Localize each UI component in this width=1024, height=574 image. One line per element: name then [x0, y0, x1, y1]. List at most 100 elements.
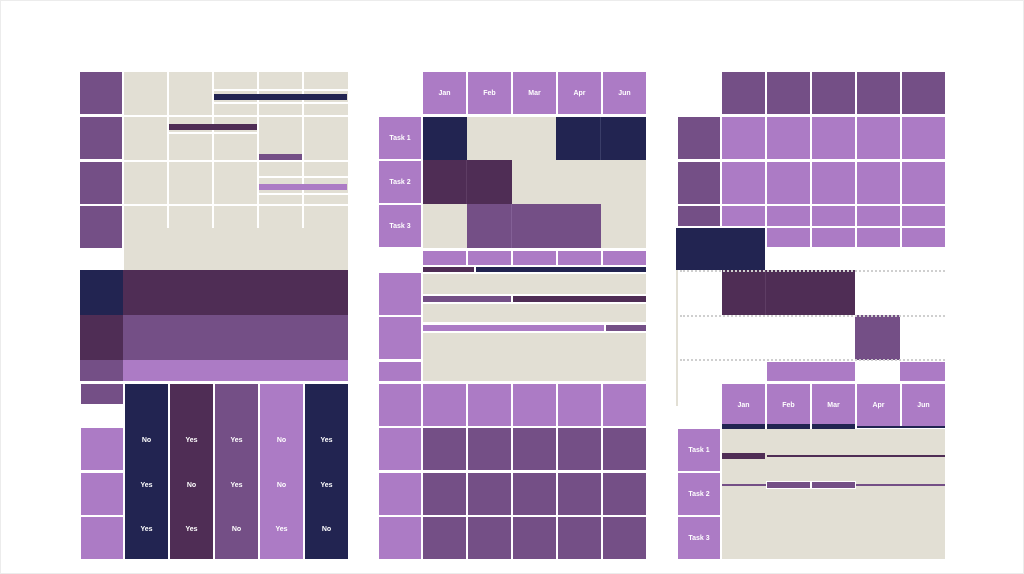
grid-line [124, 204, 348, 206]
matrix-row-header [379, 428, 421, 470]
grid-line [600, 117, 601, 160]
matrix-header-cell [812, 72, 855, 114]
yes-no-column [125, 384, 168, 559]
grid-line [511, 204, 512, 248]
matrix-header-cell [722, 72, 765, 114]
task-label-3: Task 3 [678, 517, 720, 559]
matrix-cell [902, 162, 945, 204]
row-label [379, 362, 421, 381]
gantt-bar [606, 325, 646, 331]
matrix-cell [812, 117, 855, 159]
matrix-cell [468, 384, 511, 426]
month-header-jan: Jan [722, 384, 765, 426]
gantt-bar [722, 453, 765, 459]
matrix-cell [468, 517, 511, 559]
yes-no-cell: No [186, 481, 197, 489]
row-label [379, 317, 421, 359]
yes-no-column [305, 384, 348, 559]
matrix-cell [513, 428, 556, 470]
gantt-step [855, 315, 900, 360]
yes-no-cell: Yes [140, 481, 153, 489]
matrix-cell [603, 428, 646, 470]
matrix-cell [812, 162, 855, 204]
matrix-row-header [678, 206, 720, 226]
matrix-cell [812, 228, 855, 247]
matrix-row-header [379, 384, 421, 426]
gantt-bar [811, 481, 856, 489]
yes-no-column [260, 384, 303, 559]
matrix-cell [513, 473, 556, 515]
dotted-guide [680, 270, 945, 272]
matrix-cell [767, 117, 810, 159]
matrix-cell [423, 384, 466, 426]
matrix-cell [513, 384, 556, 426]
gantt-line [857, 426, 945, 428]
matrix-cell [722, 162, 765, 204]
matrix-cell [558, 517, 601, 559]
task-area [722, 429, 945, 559]
yes-no-cell: No [276, 481, 287, 489]
gantt-step [676, 228, 765, 270]
gantt-bar [812, 424, 855, 429]
timeline-row [423, 274, 646, 294]
task-label-3: Task 3 [379, 205, 421, 247]
band-cell [80, 270, 123, 315]
matrix-cell [857, 228, 900, 247]
task-label-2: Task 2 [379, 161, 421, 203]
left-row-header [80, 162, 122, 204]
band-cell [80, 315, 123, 360]
grid-line [258, 176, 348, 178]
timeline-axis [676, 270, 678, 406]
matrix-header-cell [767, 72, 810, 114]
gantt-block [467, 204, 601, 248]
gantt-bar [476, 267, 646, 272]
yes-no-cell: Yes [140, 525, 153, 533]
yes-no-cell: No [231, 525, 242, 533]
matrix-cell [423, 428, 466, 470]
task-label-1: Task 1 [379, 117, 421, 159]
matrix-cell [558, 428, 601, 470]
matrix-cell [767, 228, 810, 247]
band-violet [123, 315, 348, 360]
yes-no-row-header [81, 517, 123, 559]
grid-line [167, 72, 169, 228]
grid-line [213, 102, 348, 104]
gantt-block [423, 117, 467, 160]
month-header-feb: Feb [767, 384, 810, 426]
yes-no-cell: Yes [230, 481, 243, 489]
gantt-bar [214, 94, 347, 100]
matrix-cell [767, 206, 810, 226]
matrix-cell [857, 206, 900, 226]
yes-no-cell: No [141, 436, 152, 444]
grid-line [258, 193, 348, 195]
yes-no-cell: No [321, 525, 332, 533]
left-row-header [80, 117, 122, 159]
gantt-bar [423, 296, 511, 302]
month-header-feb: Feb [468, 72, 511, 114]
matrix-cell [423, 473, 466, 515]
gantt-bar [169, 124, 257, 130]
gantt-block [556, 117, 646, 160]
month-header-mar: Mar [513, 72, 556, 114]
timeline-row [423, 333, 646, 381]
yes-no-cell: Yes [320, 436, 333, 444]
left-row-header [80, 72, 122, 114]
yes-no-cell: Yes [230, 436, 243, 444]
month-header-apr: Apr [558, 72, 601, 114]
matrix-cell [812, 206, 855, 226]
header-strip-cell [603, 251, 646, 265]
gantt-bar [259, 154, 302, 160]
gantt-block [423, 160, 512, 204]
grid-line [168, 132, 258, 134]
matrix-cell [767, 162, 810, 204]
yes-no-cell: Yes [185, 525, 198, 533]
grid-line [124, 160, 348, 162]
band-lavender [123, 360, 348, 381]
matrix-cell [902, 117, 945, 159]
matrix-cell [423, 517, 466, 559]
matrix-row-header [678, 117, 720, 159]
matrix-cell [902, 206, 945, 226]
matrix-cell [857, 162, 900, 204]
band-plum [123, 270, 348, 315]
matrix-cell [857, 117, 900, 159]
